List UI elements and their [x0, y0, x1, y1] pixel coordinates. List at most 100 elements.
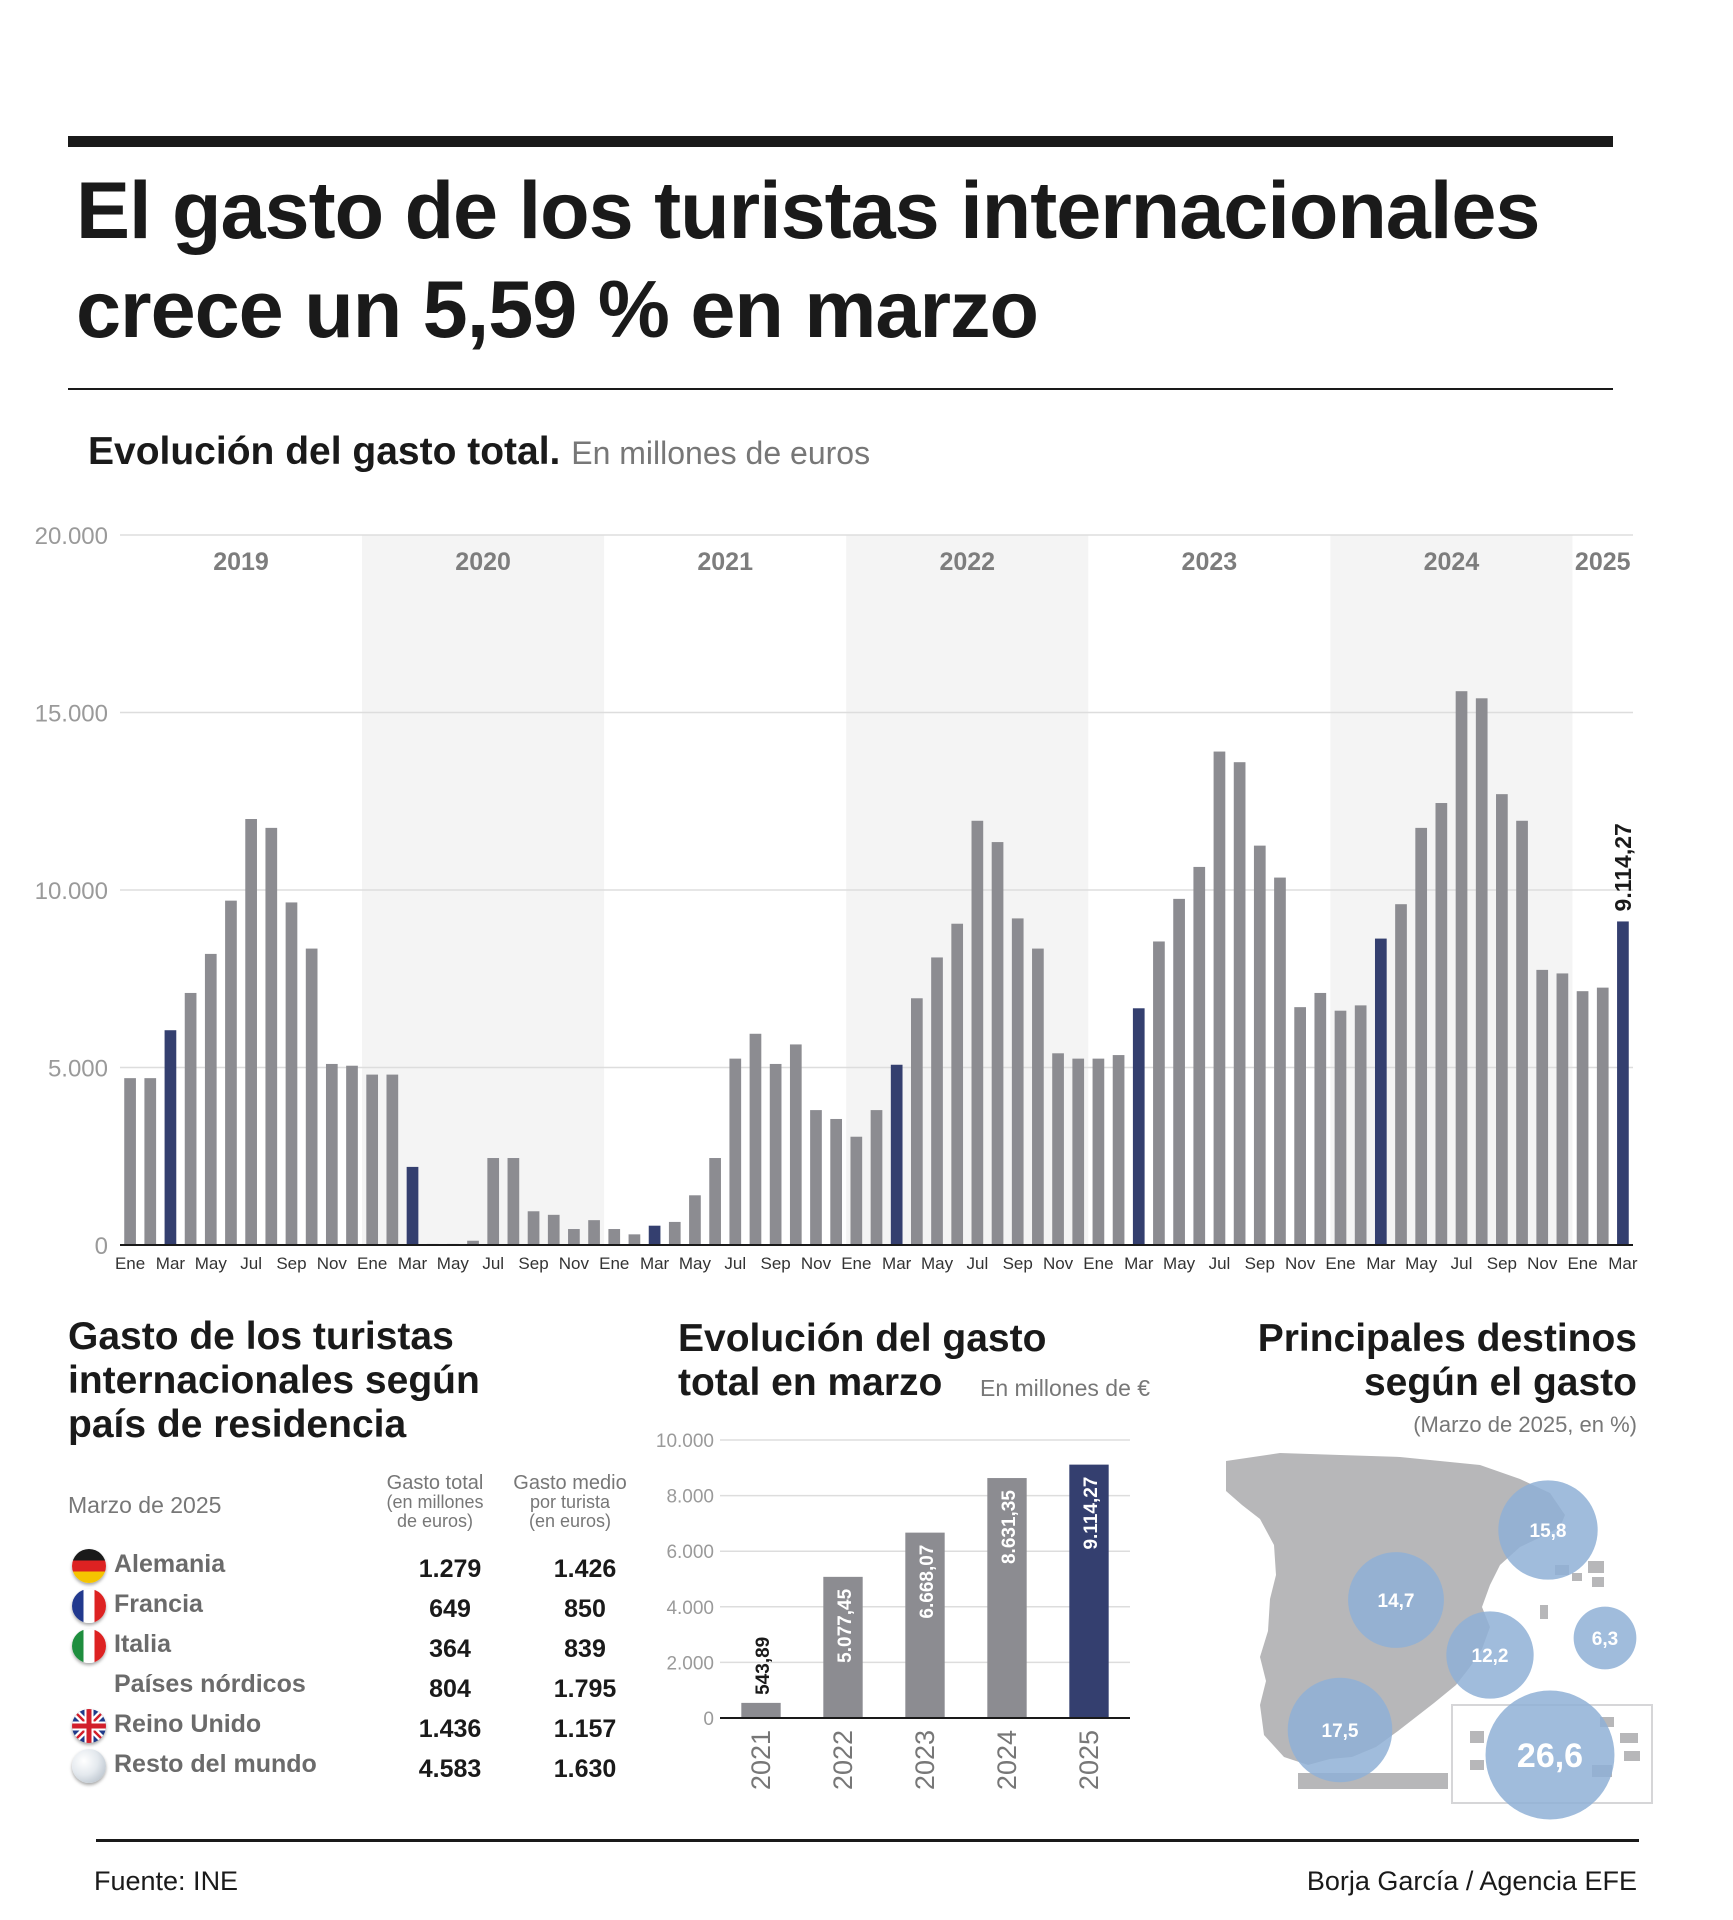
- march-title-line-1: Evolución del gasto: [678, 1317, 1047, 1360]
- bar: [1395, 904, 1407, 1245]
- y-tick-label: 10.000: [656, 1431, 714, 1452]
- page-title: El gasto de los turistas internacionales…: [76, 162, 1636, 360]
- month-label: Mar: [1608, 1254, 1638, 1273]
- countries-title-line-1: Gasto de los turistas: [68, 1315, 454, 1358]
- bar: [346, 1065, 358, 1245]
- y-tick-label: 10.000: [35, 878, 108, 905]
- bar: [628, 1234, 641, 1245]
- bar-value-label: 9.114,27: [1081, 1477, 1102, 1550]
- bar: [1173, 898, 1185, 1245]
- bar: [1233, 762, 1246, 1245]
- column-header-average: Gasto medio por turista (en euros): [505, 1472, 635, 1531]
- country-average: 1.426: [553, 1555, 617, 1583]
- country-name: Francia: [114, 1590, 203, 1618]
- month-label: Nov: [317, 1254, 348, 1273]
- y-tick-label: 2.000: [666, 1653, 714, 1674]
- bar: [810, 1110, 822, 1245]
- column-header-average-sub2: (en euros): [528, 1511, 612, 1531]
- country-average: 839: [564, 1635, 606, 1663]
- column-header-average-label: Gasto medio: [513, 1472, 627, 1494]
- country-total: 364: [429, 1635, 471, 1663]
- table-row: Italia 364 839: [72, 1627, 632, 1667]
- month-label: Sep: [761, 1254, 791, 1273]
- bar: [547, 1214, 560, 1245]
- bar: [366, 1074, 379, 1245]
- country-total: 649: [429, 1595, 471, 1623]
- month-label: Ene: [599, 1254, 629, 1273]
- destinations-title: Principales destinos según el gasto: [1180, 1317, 1637, 1405]
- bar: [265, 827, 278, 1245]
- bar: [568, 1229, 580, 1245]
- bar: [1354, 1005, 1367, 1245]
- x-tick-label: 2024: [992, 1730, 1022, 1790]
- country-total: 804: [429, 1675, 471, 1703]
- year-label: 2025: [1575, 548, 1631, 576]
- monthly-spending-chart: 0 5.000 10.000 15.000 20.000 2019 2020 2021 2022…: [35, 523, 1638, 1273]
- year-label: 2024: [1424, 548, 1480, 576]
- bar: [1213, 751, 1226, 1245]
- y-tick-label: 6.000: [666, 1542, 714, 1563]
- country-name: Países nórdicos: [114, 1670, 306, 1698]
- y-tick-label: 15.000: [35, 701, 108, 728]
- destination-bubble: [1485, 1690, 1615, 1820]
- bar: [1274, 877, 1286, 1245]
- bar: [588, 1220, 600, 1245]
- march-title-line-2: total en marzo: [678, 1361, 943, 1404]
- month-label: Jul: [1209, 1254, 1231, 1273]
- uk-flag-graphic: [72, 1709, 106, 1743]
- month-label: Ene: [1325, 1254, 1355, 1273]
- y-tick-label: 0: [95, 1233, 108, 1260]
- bar: [608, 1229, 621, 1245]
- title-rule: [68, 388, 1613, 390]
- bar: [931, 957, 943, 1245]
- month-label: Ene: [1083, 1254, 1113, 1273]
- title-line-2: crece un 5,59 % en marzo: [76, 265, 1039, 355]
- bar: [870, 1110, 883, 1245]
- y-tick-label: 0: [703, 1709, 714, 1730]
- last-value-annotation: 9.114,27: [1610, 823, 1636, 911]
- balearic-island-3: [1588, 1561, 1604, 1573]
- month-label: Sep: [1487, 1254, 1517, 1273]
- bar: [184, 992, 197, 1245]
- bar: [1516, 820, 1528, 1245]
- destination-bubble: [1446, 1611, 1534, 1699]
- bar: [1314, 992, 1327, 1245]
- month-label: Jul: [240, 1254, 262, 1273]
- bar: [124, 1078, 136, 1245]
- italy-flag-icon: [72, 1629, 106, 1663]
- bar: [204, 953, 217, 1245]
- bar: [971, 820, 984, 1245]
- destination-value-label: 6,3: [1592, 1629, 1618, 1650]
- canary-island-1: [1470, 1731, 1484, 1743]
- bar: [325, 1063, 338, 1245]
- balearic-island-5: [1540, 1605, 1548, 1619]
- bar: [527, 1211, 540, 1245]
- table-row: Alemania 1.279 1.426: [72, 1547, 632, 1587]
- bar: [144, 1078, 157, 1245]
- month-label: Sep: [276, 1254, 306, 1273]
- month-label: Nov: [1285, 1254, 1316, 1273]
- bar: [386, 1074, 399, 1245]
- globe-icon: [72, 1749, 106, 1783]
- bar: [1153, 941, 1165, 1245]
- bar: [1536, 969, 1549, 1245]
- bar: [1455, 691, 1468, 1245]
- country-average: 850: [564, 1595, 606, 1623]
- country-total: 4.583: [418, 1755, 482, 1783]
- bar: [1496, 794, 1508, 1245]
- spain-destinations-map: 15,8 14,7 12,2 6,3 17,5 26,6: [1226, 1453, 1653, 1820]
- bar: [890, 1064, 903, 1245]
- bar: [789, 1044, 802, 1245]
- country-name: Reino Unido: [114, 1710, 262, 1738]
- main-chart-title: Evolución del gasto total.: [88, 430, 561, 473]
- month-label: Mar: [398, 1254, 428, 1273]
- bar: [1032, 948, 1044, 1245]
- footer-source: Fuente: INE: [94, 1866, 239, 1896]
- destination-bubbles: 15,8 14,7 12,2 6,3 17,5 26,6: [1287, 1480, 1637, 1820]
- column-header-total-label: Gasto total: [386, 1472, 484, 1494]
- bar: [741, 1702, 781, 1718]
- country-name: Resto del mundo: [114, 1750, 317, 1778]
- country-name: Alemania: [114, 1550, 226, 1578]
- column-header-total-sub2: de euros): [396, 1511, 474, 1531]
- country-average: 1.630: [553, 1755, 617, 1783]
